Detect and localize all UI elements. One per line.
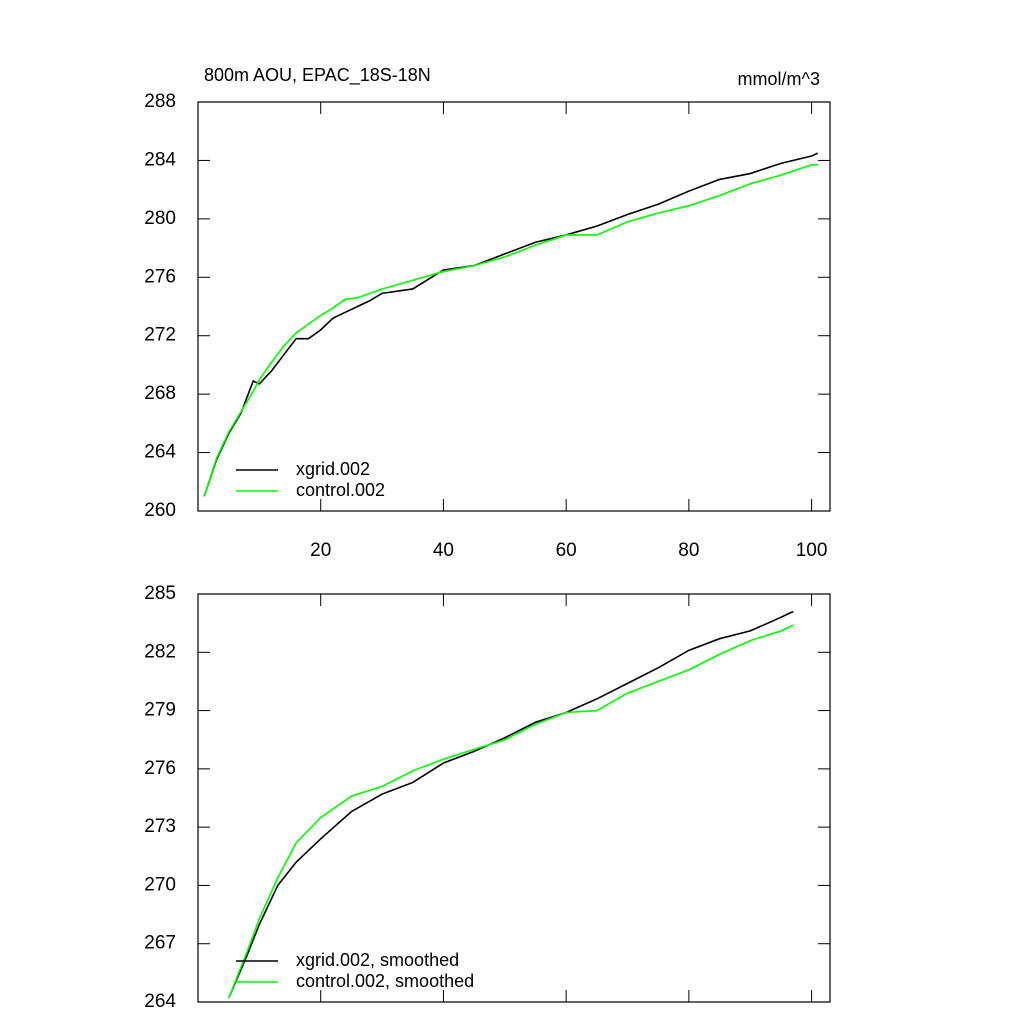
plot-frame [197, 593, 831, 1003]
legend-label: control.002 [296, 480, 385, 500]
legend-label: xgrid.002, smoothed [296, 950, 459, 970]
y-tick-label: 272 [144, 325, 176, 346]
y-tick-label: 276 [144, 266, 176, 287]
y-tick-label: 288 [144, 91, 176, 112]
x-tick-label: 40 [433, 540, 454, 561]
y-tick-label: 268 [144, 383, 176, 404]
y-tick-label: 264 [144, 442, 176, 463]
series-line [203, 152, 819, 497]
chart-title: 800m AOU, EPAC_18S-18N [204, 65, 431, 86]
units-label: mmol/m^3 [738, 69, 820, 89]
y-tick-label: 282 [144, 641, 176, 662]
series-line [227, 610, 794, 999]
plot-frame [197, 101, 831, 512]
x-tick-label: 80 [678, 540, 699, 561]
y-tick-label: 264 [144, 991, 176, 1012]
x-tick-label: 20 [310, 540, 331, 561]
x-tick-label: 60 [556, 540, 577, 561]
y-tick-label: 276 [144, 758, 176, 779]
series-line [227, 624, 794, 999]
legend-label: control.002, smoothed [296, 971, 474, 991]
legend-label: xgrid.002 [296, 459, 370, 479]
y-tick-label: 260 [144, 500, 176, 521]
y-tick-label: 280 [144, 208, 176, 229]
x-tick-label: 100 [796, 540, 828, 561]
y-tick-label: 285 [144, 583, 176, 604]
y-tick-label: 267 [144, 933, 176, 954]
y-tick-label: 279 [144, 700, 176, 721]
y-tick-label: 284 [144, 149, 176, 170]
series-line [203, 164, 818, 497]
y-tick-label: 273 [144, 816, 176, 837]
y-tick-label: 270 [144, 874, 176, 895]
